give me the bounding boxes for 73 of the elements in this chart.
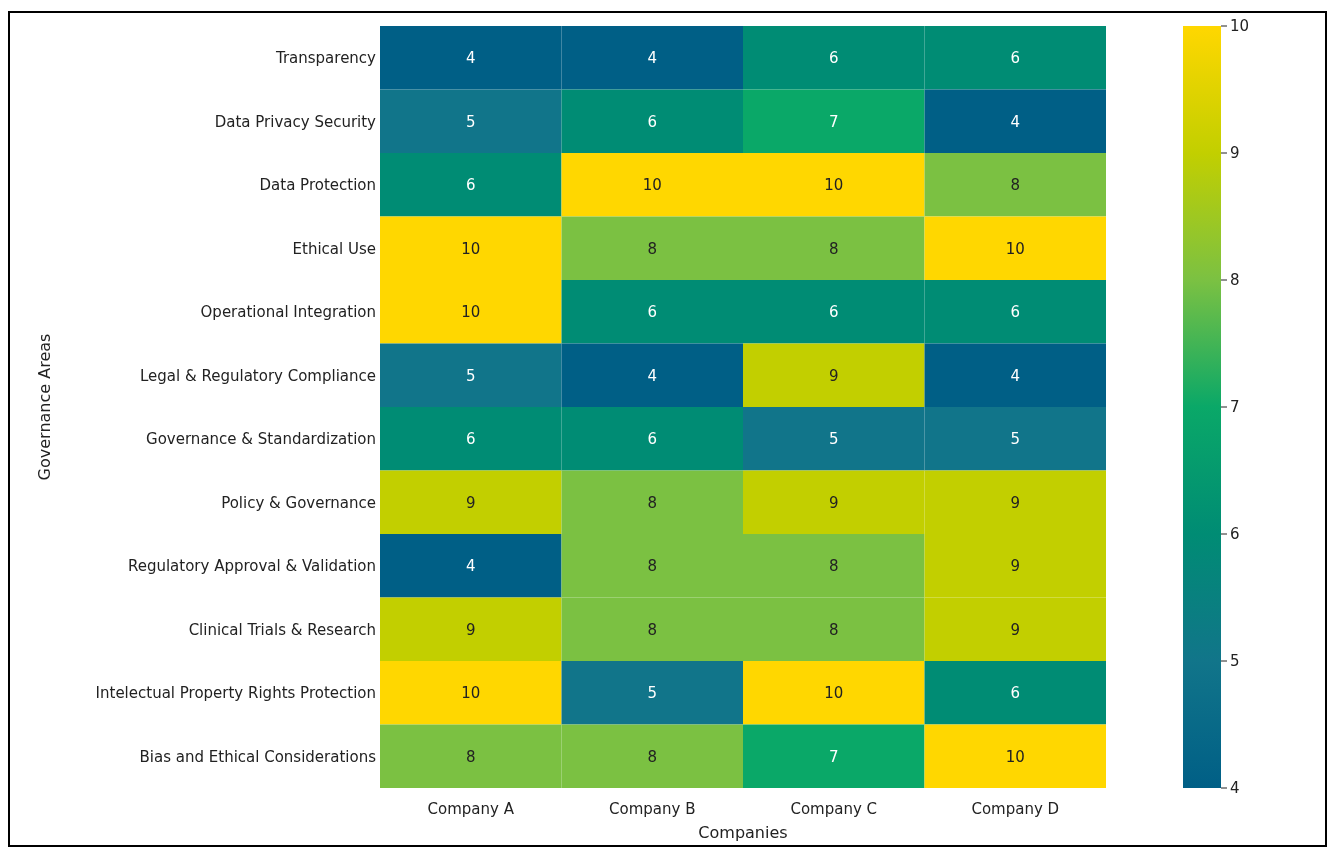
data-label: 8 (647, 620, 658, 639)
data-label: 6 (1010, 49, 1021, 67)
data-label: 7 (828, 112, 839, 131)
data-label: 5 (465, 112, 476, 131)
y-axis-title: Governance Areas (35, 333, 54, 481)
data-label: 9 (465, 620, 476, 639)
data-label: 6 (828, 303, 839, 321)
x-tick-label: Company A (427, 800, 515, 818)
y-tick-label: Clinical Trials & Research (188, 620, 376, 639)
color-bar-label: 9 (1230, 144, 1240, 163)
data-label: 8 (647, 239, 658, 258)
data-label: 6 (465, 176, 476, 194)
data-label: 5 (647, 684, 658, 702)
y-tick-label: Bias and Ethical Considerations (139, 747, 377, 766)
data-label: 6 (1010, 684, 1021, 702)
data-label: 10 (1005, 747, 1025, 766)
y-tick-label: Ethical Use (292, 239, 376, 258)
data-label: 10 (642, 176, 662, 194)
x-tick-label: Company D (971, 800, 1060, 818)
data-label: 8 (1010, 176, 1021, 194)
data-label: 6 (647, 303, 658, 321)
data-label: 8 (647, 493, 658, 512)
x-axis-title: Companies (698, 823, 788, 842)
data-label: 5 (828, 430, 839, 448)
data-label: 6 (828, 49, 839, 67)
x-tick-label: Company B (609, 800, 696, 818)
data-label: 10 (461, 684, 481, 702)
data-label: 8 (828, 620, 839, 639)
color-bar-label: 10 (1230, 17, 1250, 36)
data-label: 9 (1010, 620, 1021, 639)
y-tick-label: Governance & Standardization (146, 430, 376, 448)
data-label: 9 (828, 366, 839, 385)
data-label: 7 (828, 747, 839, 766)
y-tick-label: Transparency (274, 49, 377, 67)
data-label: 5 (1010, 430, 1021, 448)
data-label: 9 (828, 493, 839, 512)
data-label: 9 (465, 493, 476, 512)
data-label: 4 (465, 49, 476, 67)
y-tick-label: Intelectual Property Rights Protection (95, 684, 376, 702)
data-label: 8 (828, 239, 839, 258)
data-label: 8 (828, 557, 839, 575)
y-tick-label: Legal & Regulatory Compliance (140, 366, 376, 385)
data-label: 6 (1010, 303, 1021, 321)
color-bar-label: 7 (1230, 398, 1240, 417)
data-label: 10 (1005, 239, 1025, 258)
data-label: 9 (1010, 493, 1021, 512)
data-label: 8 (647, 747, 658, 766)
color-bar-label: 8 (1230, 271, 1240, 290)
color-bar-label: 5 (1230, 652, 1240, 671)
data-label: 4 (647, 49, 658, 67)
y-tick-label: Data Protection (259, 176, 376, 194)
y-tick-label: Policy & Governance (221, 493, 376, 512)
data-label: 6 (647, 112, 658, 131)
color-bar-label: 6 (1230, 525, 1240, 544)
data-label: 9 (1010, 557, 1021, 575)
data-label: 10 (461, 303, 481, 321)
data-label: 10 (824, 684, 844, 702)
data-label: 10 (461, 239, 481, 258)
data-label: 8 (465, 747, 476, 766)
y-tick-label: Operational Integration (200, 303, 376, 321)
data-label: 6 (465, 430, 476, 448)
color-bar-label: 4 (1230, 779, 1240, 798)
data-label: 10 (824, 176, 844, 194)
data-label: 6 (647, 430, 658, 448)
data-label: 4 (1010, 366, 1021, 385)
data-label: 4 (465, 557, 476, 575)
data-label: 8 (647, 557, 658, 575)
data-label: 5 (465, 366, 476, 385)
x-tick-label: Company C (790, 800, 878, 818)
y-tick-label: Regulatory Approval & Validation (127, 557, 376, 575)
data-label: 4 (1010, 112, 1021, 131)
data-label: 4 (647, 366, 658, 385)
y-tick-label: Data Privacy Security (214, 112, 377, 131)
